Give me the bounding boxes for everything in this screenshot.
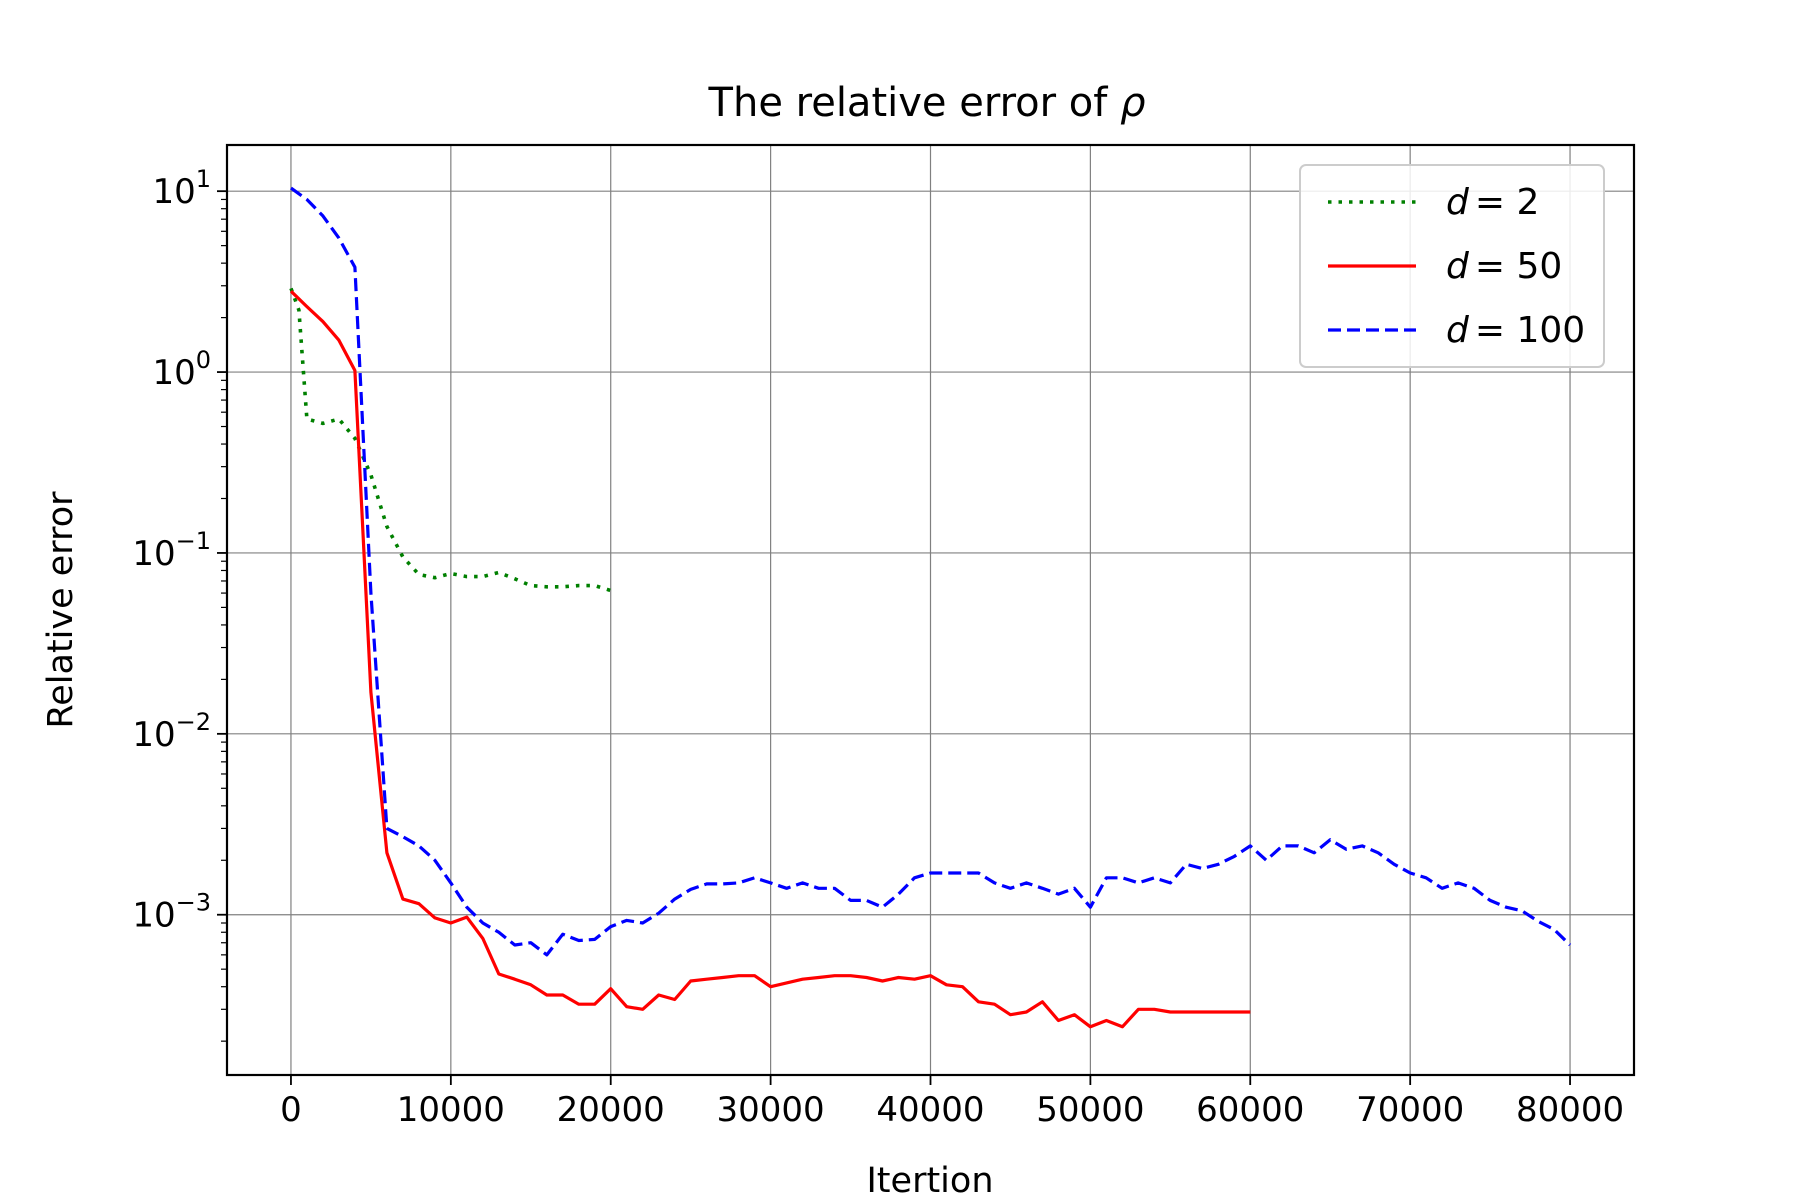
chart-title: The relative error of ρ xyxy=(708,80,1146,126)
legend-label-0: d = 2 xyxy=(1446,182,1539,223)
x-tick-label: 0 xyxy=(280,1090,302,1130)
y-tick-label: 10−2 xyxy=(132,708,211,755)
legend-frame xyxy=(1299,164,1605,368)
y-tick-label: 100 xyxy=(152,346,211,393)
x-tick-label: 80000 xyxy=(1516,1090,1624,1130)
y-tick-exponent: 0 xyxy=(196,346,211,374)
y-tick-exponent: 1 xyxy=(196,165,211,193)
legend-value: = 2 xyxy=(1475,182,1540,223)
y-tick-base: 10 xyxy=(152,353,195,393)
y-tick-base: 10 xyxy=(132,534,175,574)
y-axis-label: Relative error xyxy=(41,491,81,729)
legend-variable: d xyxy=(1446,246,1470,287)
y-tick-label: 10−3 xyxy=(132,889,211,936)
x-axis-label: Itertion xyxy=(866,1161,993,1200)
y-tick-base: 10 xyxy=(132,715,175,755)
legend-value: = 50 xyxy=(1475,246,1562,287)
series-layer xyxy=(289,186,1572,1029)
legend-value: = 100 xyxy=(1475,310,1585,351)
y-tick-exponent: −1 xyxy=(176,527,211,555)
grid-y xyxy=(227,190,1634,916)
y-tick-label: 101 xyxy=(152,165,211,212)
x-axis-ticks: 0 10000 20000 30000 40000 50000 60000 70000 8000… xyxy=(280,1075,1624,1130)
legend-label-2: d = 100 xyxy=(1446,310,1585,351)
y-tick-base: 10 xyxy=(132,896,175,936)
x-tick-label: 20000 xyxy=(557,1090,665,1130)
y-tick-exponent: −3 xyxy=(176,889,211,917)
y-tick-label: 10−1 xyxy=(132,527,211,574)
series-line-2 xyxy=(290,186,1572,957)
series-line-1 xyxy=(289,290,1251,1029)
x-tick-label: 50000 xyxy=(1036,1090,1144,1130)
legend-variable: d xyxy=(1446,310,1470,351)
x-tick-label: 10000 xyxy=(397,1090,505,1130)
legend-variable: d xyxy=(1446,182,1470,223)
x-tick-label: 40000 xyxy=(876,1090,984,1130)
legend: d = 2d = 50d = 100 xyxy=(1299,164,1605,368)
y-tick-exponent: −2 xyxy=(176,708,211,736)
x-tick-label: 70000 xyxy=(1356,1090,1464,1130)
x-tick-label: 60000 xyxy=(1196,1090,1304,1130)
x-tick-label: 30000 xyxy=(717,1090,825,1130)
legend-label-1: d = 50 xyxy=(1446,246,1562,287)
y-tick-base: 10 xyxy=(152,172,195,212)
